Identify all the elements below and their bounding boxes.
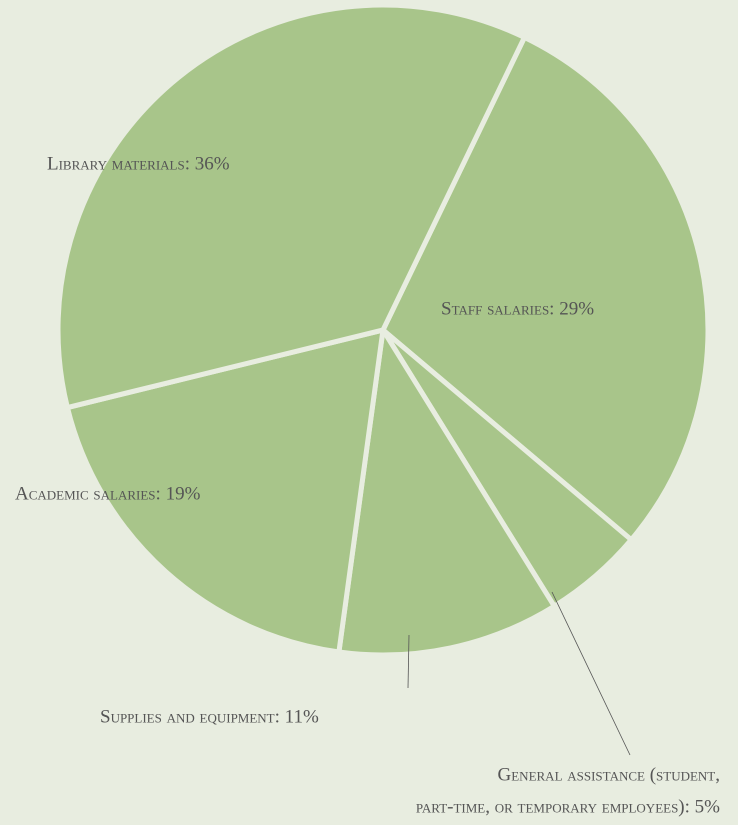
slice-label: Academic salaries: 19%: [15, 483, 201, 504]
pie-slice: [64, 327, 386, 655]
slice-label: Supplies and equipment: 11%: [100, 706, 319, 727]
slice-label: Library materials: 36%: [47, 153, 230, 174]
pie-slice: [55, 2, 527, 411]
pie-slice: [336, 327, 557, 658]
leader-line: [407, 634, 410, 689]
slice-label: part-time, or temporary employees): 5%: [416, 796, 720, 817]
slice-label: Staff salaries: 29%: [441, 298, 594, 319]
slice-label: General assistance (student,: [498, 764, 720, 785]
leader-line: [551, 591, 631, 756]
